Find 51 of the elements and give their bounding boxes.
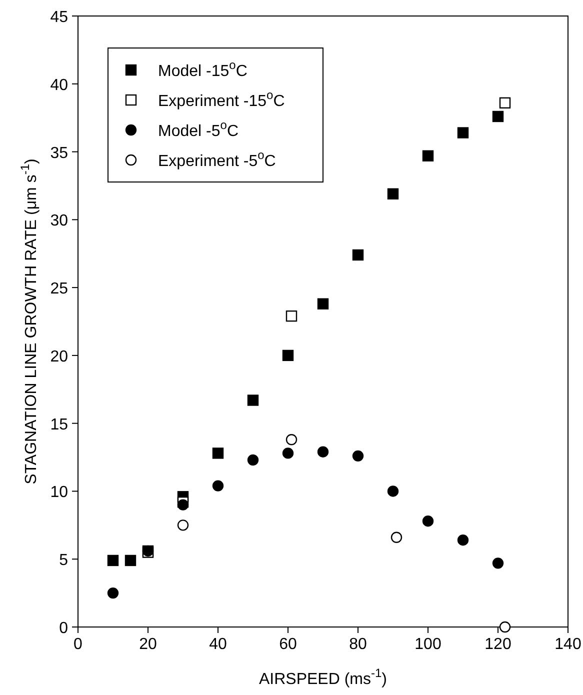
point — [387, 188, 399, 200]
point — [352, 249, 364, 261]
point — [492, 558, 504, 569]
point — [212, 480, 224, 492]
point — [422, 515, 434, 527]
y-tick-label: 20 — [50, 348, 68, 366]
legend-label: Experiment -5$^{o}$C — [158, 148, 276, 170]
legend-label: Model -15$^{o}$C — [158, 58, 248, 80]
y-tick-label: 10 — [50, 484, 68, 502]
point — [387, 486, 399, 497]
point — [124, 554, 136, 566]
y-tick-label: 5 — [59, 552, 68, 570]
y-tick-label: 0 — [59, 620, 68, 637]
point — [212, 448, 224, 459]
x-tick-label: 120 — [484, 636, 512, 653]
point — [492, 110, 504, 122]
point — [177, 520, 189, 531]
point — [247, 454, 259, 466]
point — [499, 97, 511, 108]
point — [457, 534, 469, 546]
point — [317, 298, 329, 310]
point — [282, 350, 294, 362]
x-tick-label: 140 — [554, 636, 582, 653]
y-tick-label: 35 — [50, 144, 68, 162]
y-tick-label: 40 — [50, 76, 68, 94]
point — [457, 127, 469, 138]
point — [247, 394, 259, 406]
x-tick-label: 40 — [209, 636, 227, 653]
legend-label: Experiment -15$^{o}$C — [158, 88, 285, 110]
point — [107, 587, 119, 599]
point — [499, 621, 511, 633]
point — [390, 532, 402, 543]
point — [282, 448, 294, 459]
x-axis-title: AIRSPEED (ms$^{-1}$) — [258, 666, 388, 688]
point — [286, 310, 298, 322]
x-tick-label: 80 — [349, 636, 367, 653]
x-tick-label: 100 — [414, 636, 442, 653]
x-tick-label: 20 — [139, 636, 157, 653]
legend-label: Model -5$^{o}$C — [158, 118, 238, 140]
y-tick-label: 15 — [50, 416, 68, 434]
x-tick-label: 60 — [279, 636, 297, 653]
point — [352, 450, 364, 462]
point — [177, 499, 189, 510]
point — [286, 434, 298, 446]
y-tick-label: 25 — [50, 280, 68, 298]
point — [422, 150, 434, 162]
y-tick-label: 30 — [50, 212, 68, 230]
point — [317, 446, 329, 458]
y-tick-label: 45 — [50, 9, 68, 26]
x-tick-label: 0 — [74, 636, 83, 653]
point — [107, 554, 119, 566]
